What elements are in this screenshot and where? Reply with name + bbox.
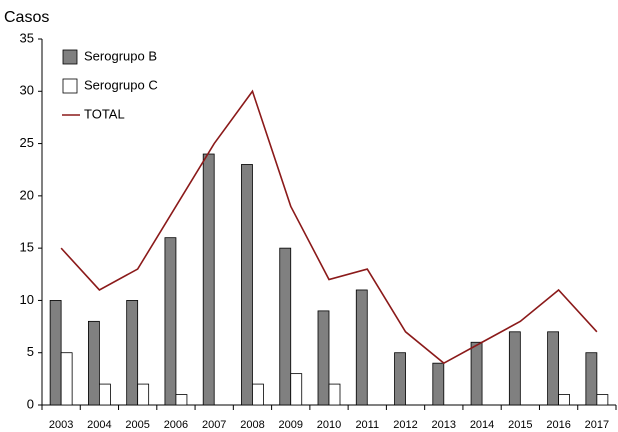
bar bbox=[290, 373, 303, 406]
x-tick-label: 2004 bbox=[87, 419, 111, 431]
bar bbox=[137, 383, 150, 406]
x-tick-label: 2014 bbox=[470, 419, 494, 431]
bar bbox=[126, 300, 139, 406]
x-tick-label: 2008 bbox=[240, 419, 264, 431]
x-tick-label: 2016 bbox=[546, 419, 570, 431]
x-tick-label: 2007 bbox=[202, 419, 226, 431]
x-tick-label: 2005 bbox=[125, 419, 149, 431]
y-tick-label: 10 bbox=[20, 292, 34, 307]
bar bbox=[279, 247, 292, 406]
y-tick-label: 30 bbox=[20, 83, 34, 98]
bar bbox=[317, 310, 330, 406]
x-tick-label: 2017 bbox=[585, 419, 609, 431]
y-tick-label: 15 bbox=[20, 240, 34, 255]
legend-label: TOTAL bbox=[84, 106, 125, 121]
y-tick-label: 35 bbox=[20, 30, 34, 45]
bar bbox=[328, 383, 341, 406]
chart-title: Casos bbox=[4, 9, 49, 26]
bar bbox=[164, 237, 177, 406]
y-tick-label: 20 bbox=[20, 187, 34, 202]
bar bbox=[585, 352, 598, 406]
y-tick-label: 5 bbox=[27, 344, 34, 359]
x-tick-label: 2006 bbox=[164, 419, 188, 431]
bar bbox=[355, 289, 368, 406]
bar bbox=[432, 362, 445, 406]
bar bbox=[394, 352, 406, 406]
line bbox=[60, 89, 598, 365]
x-tick-label: 2011 bbox=[355, 419, 379, 431]
bar bbox=[547, 331, 559, 406]
legend-label: Serogrupo C bbox=[84, 77, 158, 92]
y-tick-label: 25 bbox=[20, 135, 34, 150]
bar bbox=[596, 394, 609, 406]
bar bbox=[470, 341, 483, 406]
legend-swatch bbox=[62, 78, 78, 94]
x-tick-label: 2013 bbox=[432, 419, 456, 431]
y-tick-label: 0 bbox=[27, 396, 34, 411]
x-tick-label: 2010 bbox=[317, 419, 341, 431]
x-tick-label: 2009 bbox=[278, 419, 302, 431]
x-tick-label: 2003 bbox=[49, 419, 73, 431]
x-tick-label: 2012 bbox=[393, 419, 417, 431]
bar bbox=[175, 394, 188, 406]
bar bbox=[202, 153, 215, 406]
bar bbox=[88, 320, 100, 406]
bar bbox=[60, 352, 73, 406]
legend-swatch bbox=[62, 49, 78, 65]
bar bbox=[508, 331, 521, 406]
bar bbox=[99, 383, 111, 406]
bar bbox=[49, 300, 62, 406]
bar bbox=[241, 164, 253, 406]
bar bbox=[252, 383, 264, 406]
legend-label: Serogrupo B bbox=[84, 48, 157, 63]
x-tick-label: 2015 bbox=[508, 419, 532, 431]
bar bbox=[558, 394, 570, 406]
